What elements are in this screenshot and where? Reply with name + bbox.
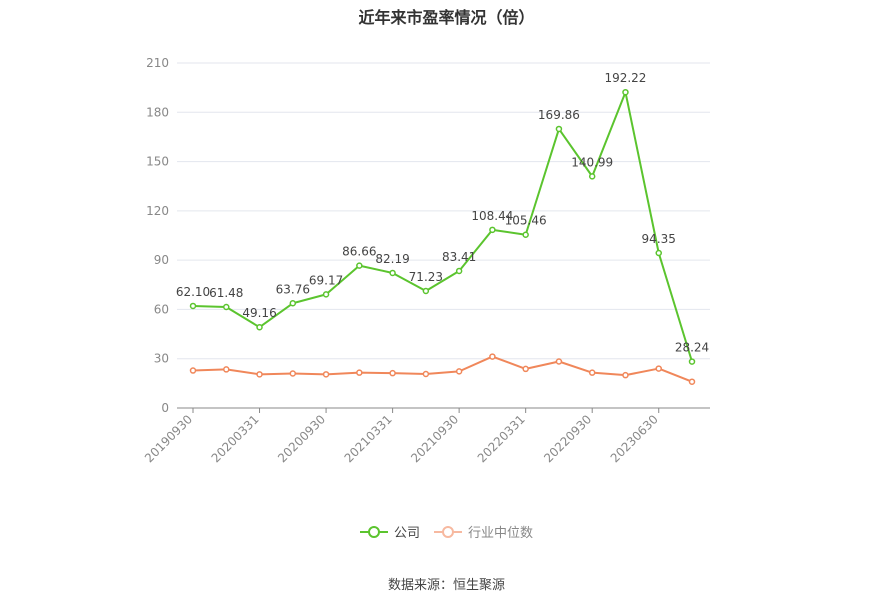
data-label: 61.48 bbox=[209, 286, 243, 300]
y-tick-label: 210 bbox=[146, 56, 169, 70]
company-point bbox=[522, 231, 529, 238]
industry-point bbox=[555, 358, 563, 365]
data-label: 62.10 bbox=[176, 285, 210, 299]
industry-point bbox=[289, 370, 297, 377]
industry-point bbox=[622, 371, 629, 379]
industry-point bbox=[455, 368, 463, 375]
data-label: 82.19 bbox=[375, 252, 409, 266]
axes: 0 30 60 90 120 150 180 210 20190930 20200331 20200… bbox=[142, 56, 710, 465]
company-point bbox=[455, 267, 463, 275]
industry-point bbox=[322, 371, 330, 378]
x-tick-label: 20200331 bbox=[209, 412, 262, 465]
y-tick-label: 90 bbox=[154, 253, 169, 267]
company-point bbox=[622, 88, 629, 96]
chart-title: 近年来市盈率情况（倍） bbox=[358, 8, 535, 27]
legend-item-industry[interactable]: 行业中位数 bbox=[434, 522, 533, 541]
company-point bbox=[655, 249, 662, 257]
legend-marker-industry bbox=[434, 525, 462, 538]
industry-point bbox=[422, 370, 430, 378]
data-label: 86.66 bbox=[342, 245, 376, 259]
data-label: 28.24 bbox=[675, 341, 709, 355]
data-label: 192.22 bbox=[604, 71, 646, 85]
data-label: 49.16 bbox=[242, 306, 276, 320]
industry-point bbox=[688, 378, 696, 385]
industry-point bbox=[655, 365, 662, 372]
data-label: 94.35 bbox=[642, 232, 676, 246]
industry-point bbox=[189, 367, 197, 374]
x-tick-label: 20200930 bbox=[275, 412, 328, 465]
industry-point bbox=[522, 365, 529, 373]
data-label: 69.17 bbox=[309, 273, 343, 287]
legend-item-company[interactable]: 公司 bbox=[359, 522, 420, 541]
company-point bbox=[688, 358, 696, 365]
x-tick-label: 20220930 bbox=[541, 412, 594, 465]
company-point bbox=[555, 125, 563, 133]
industry-point bbox=[256, 371, 263, 378]
industry-point bbox=[489, 353, 496, 360]
y-tick-label: 180 bbox=[146, 105, 169, 119]
y-tick-label: 30 bbox=[154, 352, 169, 366]
company-line bbox=[192, 91, 693, 362]
y-tick-label: 0 bbox=[161, 401, 169, 415]
data-source: 数据来源：恒生聚源 bbox=[387, 578, 505, 593]
data-label: 169.86 bbox=[538, 108, 580, 122]
company-point bbox=[289, 300, 297, 307]
company-point bbox=[189, 302, 197, 310]
data-label: 140.99 bbox=[571, 155, 613, 169]
legend-label-company: 公司 bbox=[393, 526, 420, 541]
data-label: 108.44 bbox=[471, 209, 513, 223]
industry-point bbox=[588, 369, 596, 376]
legend-marker-company bbox=[359, 525, 388, 538]
y-tick-label: 150 bbox=[146, 155, 169, 169]
industry-line bbox=[192, 355, 693, 383]
y-tick-label: 120 bbox=[146, 204, 169, 218]
company-point bbox=[256, 323, 263, 331]
company-point bbox=[322, 291, 330, 298]
data-label: 83.41 bbox=[442, 250, 476, 264]
grid-lines bbox=[177, 62, 710, 360]
x-tick-label: 20230630 bbox=[608, 412, 661, 465]
data-label: 63.76 bbox=[276, 282, 310, 296]
x-tick-label: 20210331 bbox=[342, 412, 395, 465]
x-tick-label: 20220331 bbox=[475, 412, 528, 465]
industry-point bbox=[223, 366, 230, 373]
data-label: 105.46 bbox=[505, 214, 547, 228]
company-point bbox=[489, 226, 496, 234]
y-tick-label: 60 bbox=[154, 302, 169, 316]
data-label: 71.23 bbox=[409, 270, 443, 284]
company-point bbox=[223, 303, 230, 311]
company-point bbox=[389, 269, 396, 277]
legend-label-industry: 行业中位数 bbox=[468, 526, 534, 541]
industry-point bbox=[356, 369, 363, 376]
legend: 公司 行业中位数 bbox=[0, 522, 893, 541]
company-point bbox=[422, 287, 430, 295]
series-lines bbox=[189, 88, 696, 385]
x-tick-label: 20210930 bbox=[408, 412, 461, 465]
industry-point bbox=[389, 369, 396, 377]
x-tick-label: 20190930 bbox=[142, 412, 195, 465]
company-point bbox=[588, 173, 596, 180]
company-point bbox=[356, 262, 363, 269]
line-chart: 0 30 60 90 120 150 180 210 20190930 20200331 20200… bbox=[142, 56, 710, 465]
